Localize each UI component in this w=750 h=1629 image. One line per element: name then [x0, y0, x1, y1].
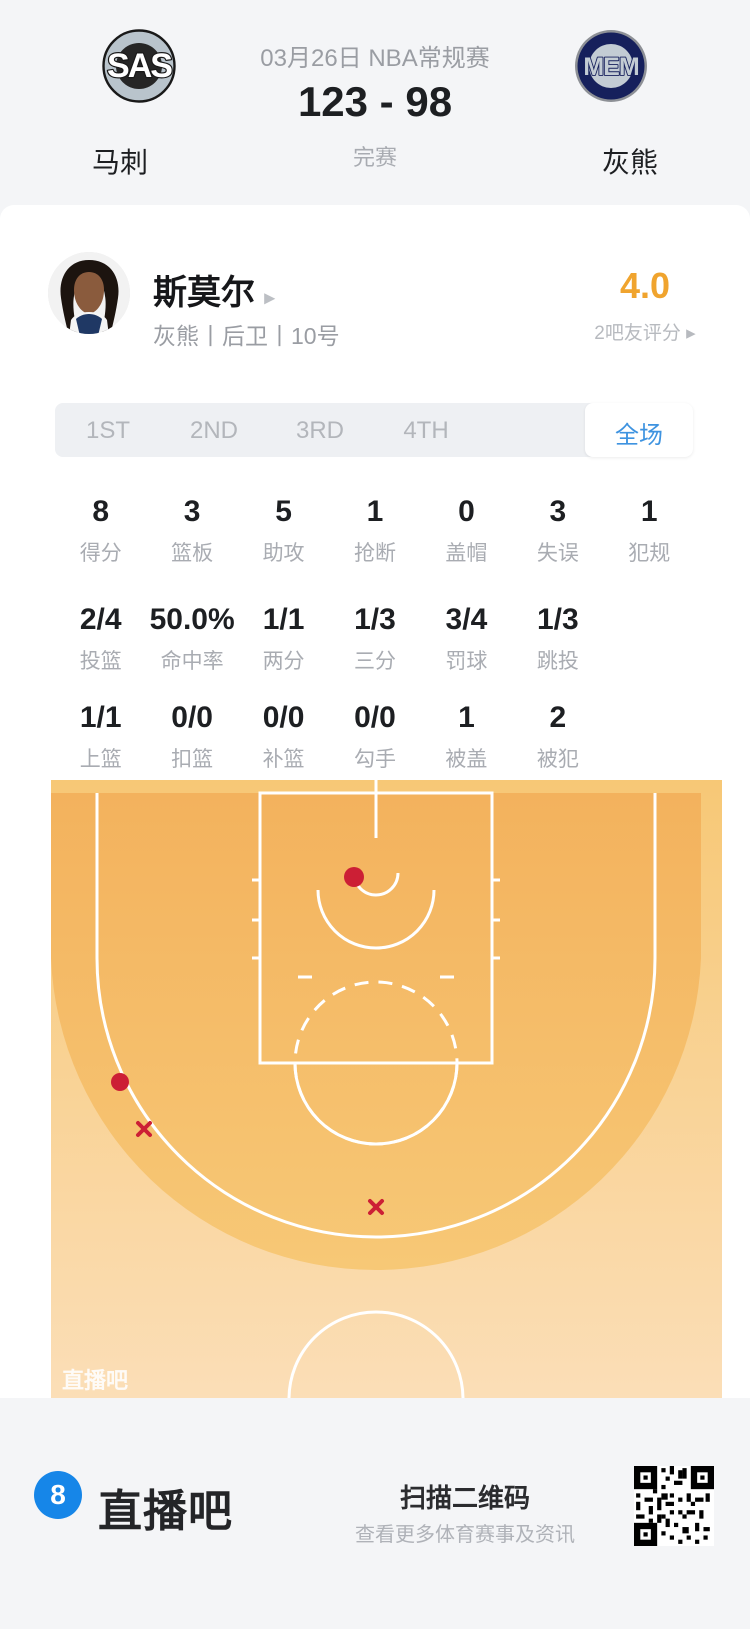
svg-text:8: 8 [50, 1479, 66, 1510]
